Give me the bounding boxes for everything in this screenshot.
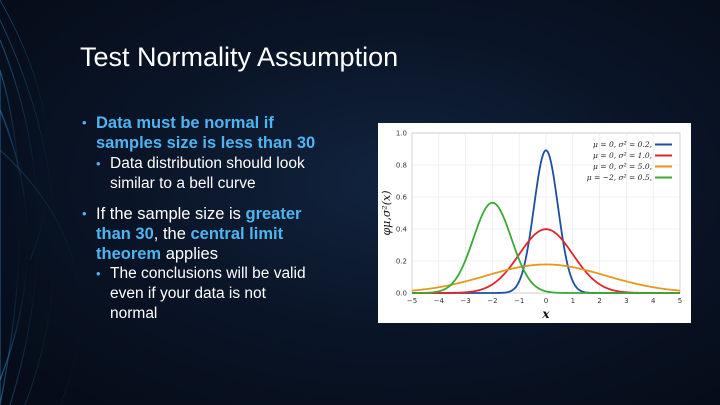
y-tick-label: 0.0 [396,290,407,298]
bullet-text-run: Data distribution should look [110,155,305,172]
x-tick-label: 5 [678,297,682,305]
x-tick-label: −1 [514,297,524,305]
y-tick-label: 0.6 [396,194,408,202]
normal-distribution-chart: −5 −4 −3 −2 −1 0 1 2 3 4 5 0.0 0.2 0.4 0.6 0.8 1.0 x φμ,σ²… [378,123,691,323]
x-tick-label: −3 [460,297,470,305]
series-line-2 [411,263,681,292]
bullet-dot-icon: • [96,266,101,281]
bullet-dot-icon: • [96,156,101,171]
x-tick-label: −2 [487,297,497,305]
bullet-text-run: The conclusions will be valid [110,265,306,282]
y-tick-label: 1.0 [396,130,407,138]
bullet-text-run: , the [153,225,191,243]
bullet-text-run: applies [161,245,218,263]
bullet-4: • The conclusions will be valid even if yo… [96,264,306,324]
bullet-dot-icon: • [82,206,87,221]
bullet-text-run: If the sample size is [96,205,246,223]
bullet-text-run: greater [245,205,302,223]
bullet-1: • Data must be normal if samples size is l… [82,113,316,153]
y-tick-label: 0.8 [396,162,407,170]
slide-title: Test Normality Assumption [80,42,399,72]
bullet-3: • If the sample size is greater than 30, t… [82,204,302,264]
x-tick-label: 2 [597,297,601,305]
y-tick-label: 0.2 [396,258,407,266]
bullet-text-run: samples size is less than 30 [96,134,316,152]
x-tick-label: −5 [407,297,417,305]
bullet-dot-icon: • [82,115,87,130]
bullet-text-run: normal [110,305,158,322]
bullet-text-run: than 30 [96,225,154,243]
bullet-2: • Data distribution should look similar to… [96,154,305,194]
x-tick-label: 0 [544,297,548,305]
bullet-text-run: similar to a bell curve [110,175,256,192]
x-tick-label: 1 [571,297,575,305]
x-axis-label: x [541,307,550,321]
x-tick-label: 4 [651,297,656,305]
x-tick-label: 3 [624,297,628,305]
series-line-3 [412,201,680,294]
y-axis-label: φμ,σ²(x) [380,190,393,235]
bullet-text-run: theorem [96,245,162,263]
chart-svg: −5 −4 −3 −2 −1 0 1 2 3 4 5 0.0 0.2 0.4 0.6 0.8 1.0 x φμ,σ²… [380,130,682,322]
x-tick-label: −4 [434,297,445,305]
bullet-text-run: even if your data is not [110,285,266,302]
legend-label: μ = −2, σ² = 0.5, [587,173,652,182]
y-tick-label: 0.4 [396,226,408,234]
legend-label: μ = 0, σ² = 0.2, [593,140,652,149]
bullet-text-run: Data must be normal if [96,114,274,132]
legend-label: μ = 0, σ² = 1.0, [593,151,652,160]
bullet-text-run: central limit [190,225,284,243]
legend-label: μ = 0, σ² = 5.0, [593,162,652,171]
